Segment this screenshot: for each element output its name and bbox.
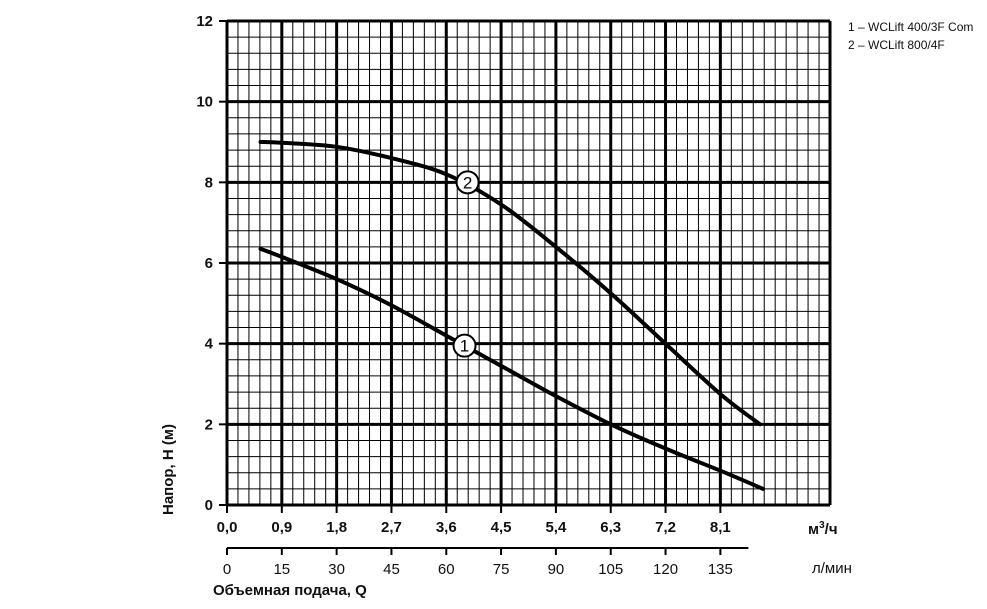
x-tick-label: 7,2	[655, 519, 676, 536]
legend-item-1: 1 – WCLift 400/3F Com	[848, 20, 974, 34]
x2-tick-label: 75	[493, 561, 510, 578]
x2-tick-label: 0	[223, 561, 231, 578]
series-label-2: 2	[463, 173, 472, 192]
x2-tick-label: 90	[548, 561, 565, 578]
y-tick-label: 0	[205, 497, 213, 514]
x2-tick-label: 120	[653, 561, 678, 578]
x-tick-label: 2,7	[381, 519, 402, 536]
x-tick-label: 6,3	[600, 519, 621, 536]
major-grid	[225, 19, 832, 507]
x-tick-label: 3,6	[436, 519, 457, 536]
x-tick-label: 1,8	[326, 519, 347, 536]
x2-axis-unit: л/мин	[812, 560, 852, 577]
x-axis-unit-superscript: 3	[819, 520, 825, 531]
y-tick-label: 8	[205, 174, 213, 191]
x-axis-unit-base: м	[808, 521, 819, 538]
series-group: 12	[258, 140, 765, 491]
y-tick-label: 4	[205, 336, 214, 353]
x-axis-unit: м3/ч	[808, 520, 838, 538]
secondary-x-axis: 0 15 30 45 60 75 90 105 120 135	[223, 547, 749, 578]
y-tick-label: 2	[205, 416, 213, 433]
x2-tick-label: 15	[273, 561, 290, 578]
series-marker-2	[455, 170, 480, 195]
y-axis-title: Напор, H (м)	[160, 424, 177, 515]
x-tick-label: 4,5	[491, 519, 512, 536]
x2-tick-label: 45	[383, 561, 400, 578]
legend-item-2: 2 – WCLift 800/4F	[848, 38, 945, 52]
y-tick-label: 12	[196, 13, 213, 30]
x-axis-unit-suffix: /ч	[825, 521, 838, 538]
x-axis-title: Объемная подача, Q	[213, 582, 367, 599]
x-axis-ticks: 0,0 0,9 1,8 2,7 3,6 4,5 5,4 6,3 7,2 8,1	[217, 505, 731, 536]
y-tick-label: 10	[196, 94, 213, 111]
series-curve-1	[258, 246, 765, 491]
x2-tick-label: 135	[708, 561, 733, 578]
y-axis-ticks: 0 2 4 6 8 10 12	[196, 13, 227, 514]
x-tick-label: 0,9	[271, 519, 292, 536]
x-tick-label: 5,4	[545, 519, 567, 536]
x-tick-label: 0,0	[217, 519, 238, 536]
series-marker-1	[452, 333, 477, 358]
x2-tick-label: 60	[438, 561, 455, 578]
x2-tick-label: 105	[598, 561, 623, 578]
y-tick-label: 6	[205, 255, 213, 272]
series-label-1: 1	[460, 337, 469, 356]
x-tick-label: 8,1	[710, 519, 731, 536]
x2-tick-label: 30	[328, 561, 345, 578]
series-curve-2	[258, 140, 762, 427]
